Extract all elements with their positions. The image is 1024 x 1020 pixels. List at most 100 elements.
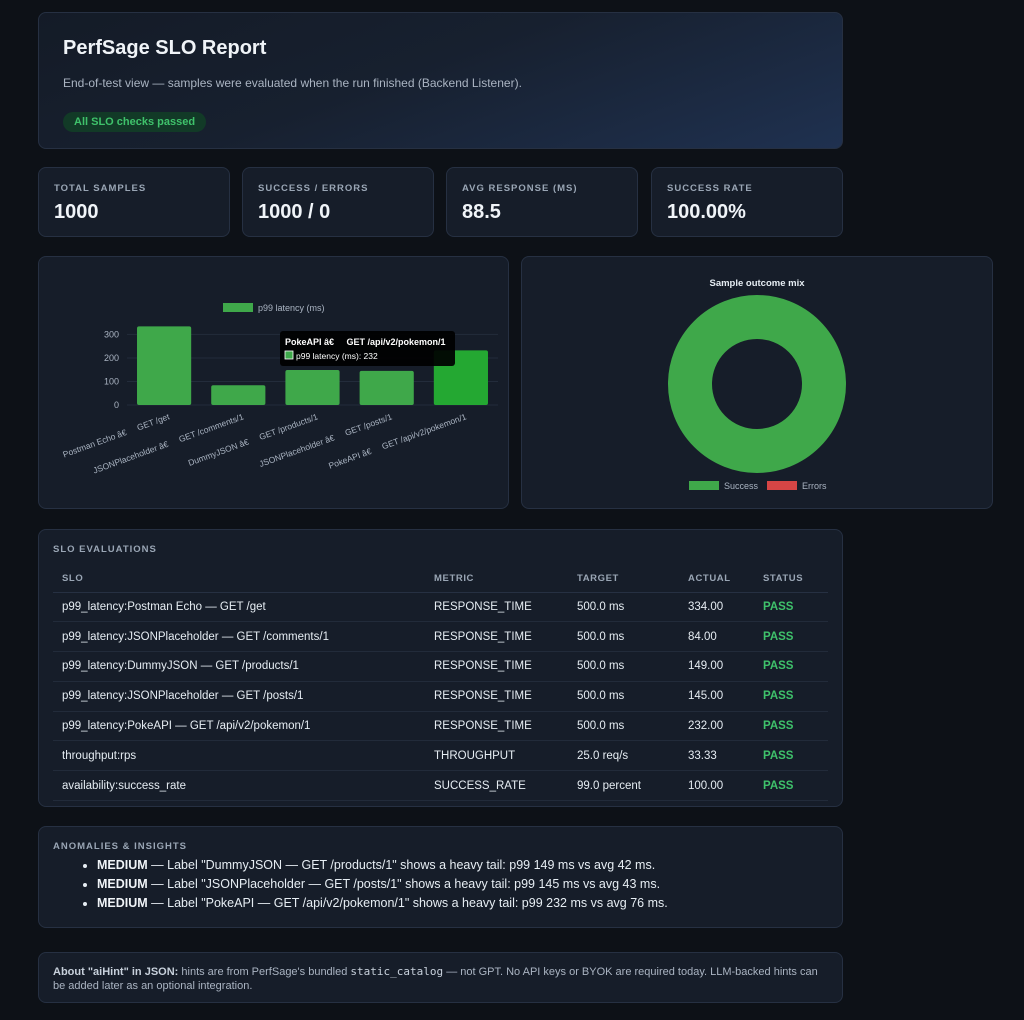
slo-metric: THROUGHPUT	[425, 740, 568, 772]
column-header-metric: METRIC	[425, 565, 568, 593]
slo-status: PASS	[754, 711, 828, 742]
about-text: hints are from PerfSage's bundled	[178, 966, 351, 978]
slo-status: PASS	[754, 651, 828, 682]
slo-metric: RESPONSE_TIME	[425, 651, 568, 682]
table-header-row: SLO METRIC TARGET ACTUAL STATUS	[53, 565, 828, 593]
anomalies-card: ANOMALIES & INSIGHTS MEDIUM — Label "Dum…	[38, 826, 843, 928]
x-tick-label: PokeAPI â€ GET /api/v2/pokemon/1	[327, 411, 468, 470]
slo-metric: RESPONSE_TIME	[425, 621, 568, 653]
about-text: — not GPT. No API keys or BYOK are requi…	[53, 966, 818, 992]
list-item: MEDIUM — Label "PokeAPI — GET /api/v2/po…	[97, 894, 828, 913]
stat-label: SUCCESS / ERRORS	[258, 183, 369, 194]
legend-swatch[interactable]	[223, 303, 253, 312]
stat-value: 100.00%	[667, 201, 746, 223]
bar[interactable]	[359, 370, 414, 405]
column-header-target: TARGET	[568, 565, 679, 593]
slo-status: PASS	[754, 592, 828, 623]
p99-bar-chart-card: p99 by sampler labelp99 latency (ms)0100…	[38, 256, 509, 509]
tooltip-body: p99 latency (ms): 232	[296, 351, 378, 361]
severity-label: MEDIUM	[97, 858, 148, 872]
section-title: ANOMALIES & INSIGHTS	[53, 841, 188, 852]
severity-label: MEDIUM	[97, 877, 148, 891]
page-title: PerfSage SLO Report	[63, 37, 267, 59]
about-note: About "aiHint" in JSON: hints are from P…	[38, 952, 843, 1003]
anomaly-list: MEDIUM — Label "DummyJSON — GET /product…	[53, 856, 828, 913]
column-header-slo: SLO	[53, 565, 425, 593]
code-snippet: static_catalog	[350, 965, 444, 978]
slo-name: availability:success_rate	[53, 770, 425, 802]
donut-slice[interactable]	[668, 295, 846, 473]
slo-table: SLO METRIC TARGET ACTUAL STATUS p99_late…	[53, 565, 828, 802]
legend-swatch[interactable]	[767, 481, 797, 490]
y-tick-label: 300	[104, 329, 119, 339]
slo-actual: 84.00	[679, 621, 754, 653]
y-tick-label: 200	[104, 353, 119, 363]
anomaly-text: — Label "PokeAPI — GET /api/v2/pokemon/1…	[147, 896, 668, 910]
slo-metric: RESPONSE_TIME	[425, 592, 568, 623]
slo-metric: SUCCESS_RATE	[425, 770, 568, 802]
stat-label: TOTAL SAMPLES	[54, 183, 147, 194]
column-header-status: STATUS	[754, 565, 828, 593]
tooltip-title: PokeAPI â€ GET /api/v2/pokemon/1	[285, 337, 446, 347]
slo-status: PASS	[754, 770, 828, 802]
status-badge: All SLO checks passed	[63, 112, 207, 132]
slo-actual: 149.00	[679, 651, 754, 682]
bar[interactable]	[137, 326, 192, 405]
table-row: throughput:rps THROUGHPUT 25.0 req/s 33.…	[53, 740, 828, 772]
slo-target: 500.0 ms	[568, 711, 679, 742]
table-row: p99_latency:Postman Echo — GET /get RESP…	[53, 592, 828, 623]
table-row: p99_latency:PokeAPI — GET /api/v2/pokemo…	[53, 711, 828, 742]
slo-target: 25.0 req/s	[568, 740, 679, 772]
slo-name: p99_latency:JSONPlaceholder — GET /posts…	[53, 681, 425, 712]
slo-actual: 100.00	[679, 770, 754, 802]
y-tick-label: 100	[104, 376, 119, 386]
page-subtitle: End-of-test view — samples were evaluate…	[63, 76, 522, 90]
p99-bar-chart[interactable]: p99 by sampler labelp99 latency (ms)0100…	[39, 257, 510, 510]
chart-tooltip: PokeAPI â€ GET /api/v2/pokemon/1 p99 late…	[280, 331, 455, 366]
slo-actual: 145.00	[679, 681, 754, 712]
outcome-donut-chart[interactable]: Sample outcome mix Success Errors	[522, 257, 994, 510]
slo-metric: RESPONSE_TIME	[425, 711, 568, 742]
y-tick-label: 0	[114, 400, 119, 410]
slo-target: 500.0 ms	[568, 592, 679, 623]
anomaly-text: — Label "JSONPlaceholder — GET /posts/1"…	[147, 877, 661, 891]
slo-name: throughput:rps	[53, 740, 425, 772]
stat-value: 1000	[54, 201, 99, 223]
legend-label[interactable]: Success	[724, 481, 759, 491]
slo-target: 500.0 ms	[568, 681, 679, 712]
stat-label: SUCCESS RATE	[667, 183, 753, 194]
x-tick-label: DummyJSON â€ GET /products/1	[187, 411, 320, 467]
list-item: MEDIUM — Label "DummyJSON — GET /product…	[97, 856, 828, 875]
table-row: availability:success_rate SUCCESS_RATE 9…	[53, 770, 828, 802]
stat-card-avg-response: AVG RESPONSE (MS) 88.5	[446, 167, 638, 237]
tooltip-background	[280, 331, 455, 366]
table-row: p99_latency:DummyJSON — GET /products/1 …	[53, 651, 828, 682]
slo-status: PASS	[754, 681, 828, 712]
outcome-donut-chart-card: Sample outcome mix Success Errors	[521, 256, 993, 509]
table-row: p99_latency:JSONPlaceholder — GET /comme…	[53, 621, 828, 653]
slo-target: 500.0 ms	[568, 651, 679, 682]
legend-label[interactable]: p99 latency (ms)	[258, 303, 325, 313]
slo-target: 99.0 percent	[568, 770, 679, 802]
tooltip-swatch	[284, 350, 294, 360]
bar[interactable]	[211, 385, 266, 405]
stat-label: AVG RESPONSE (MS)	[462, 183, 578, 194]
stat-value: 88.5	[462, 201, 501, 223]
slo-name: p99_latency:DummyJSON — GET /products/1	[53, 651, 425, 682]
slo-name: p99_latency:Postman Echo — GET /get	[53, 592, 425, 623]
anomaly-text: — Label "DummyJSON — GET /products/1" sh…	[147, 858, 656, 872]
about-label: About "aiHint" in JSON:	[53, 966, 179, 978]
slo-target: 500.0 ms	[568, 621, 679, 653]
slo-status: PASS	[754, 740, 828, 772]
legend-swatch[interactable]	[689, 481, 719, 490]
report-header: PerfSage SLO Report End-of-test view — s…	[38, 12, 843, 149]
slo-status: PASS	[754, 621, 828, 653]
stat-value: 1000 / 0	[258, 201, 331, 223]
legend-label[interactable]: Errors	[802, 481, 827, 491]
chart-title: Sample outcome mix	[709, 278, 805, 289]
severity-label: MEDIUM	[97, 896, 148, 910]
column-header-actual: ACTUAL	[679, 565, 754, 593]
bar[interactable]	[285, 369, 340, 405]
slo-actual: 33.33	[679, 740, 754, 772]
slo-name: p99_latency:JSONPlaceholder — GET /comme…	[53, 621, 425, 653]
